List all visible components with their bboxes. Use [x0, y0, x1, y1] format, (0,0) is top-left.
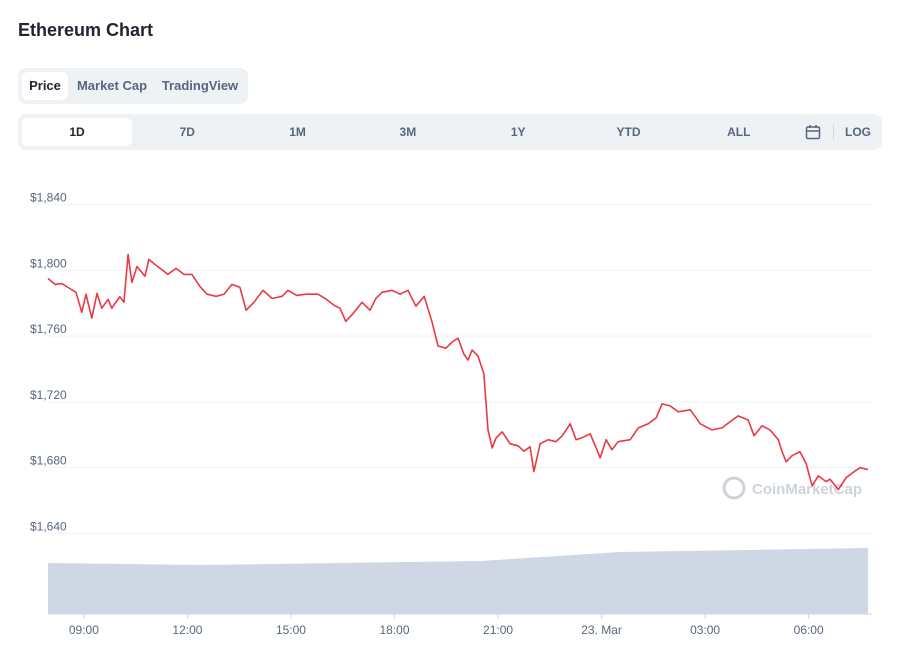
x-tick-label: 21:00	[483, 623, 513, 637]
x-tick-label: 18:00	[379, 623, 409, 637]
range-bar: 1D 7D 1M 3M 1Y YTD ALL LOG	[18, 114, 882, 150]
tab[interactable]: TradingView	[161, 78, 239, 93]
y-tick-label: $1,720	[30, 388, 67, 402]
tab[interactable]: Price	[22, 72, 68, 100]
range-button[interactable]: 1M	[289, 125, 306, 139]
separator	[833, 124, 834, 140]
x-tick-label: 23. Mar	[581, 623, 622, 637]
watermark-text: CoinMarketCap	[752, 481, 862, 498]
log-button[interactable]: LOG	[845, 125, 871, 139]
range-button[interactable]: YTD	[616, 125, 641, 139]
y-tick-label: $1,680	[30, 454, 67, 468]
y-tick-label: $1,640	[30, 519, 67, 533]
range-button[interactable]: 3M	[399, 125, 417, 139]
x-tick-label: 06:00	[794, 623, 824, 637]
tab-group: Price Market Cap TradingView	[18, 68, 248, 104]
y-tick-label: $1,800	[30, 256, 67, 270]
range-button[interactable]: 1Y	[510, 125, 526, 139]
page-title: Ethereum Chart	[18, 20, 154, 40]
price-line	[47, 253, 869, 491]
range-button[interactable]: 7D	[179, 125, 195, 139]
tab[interactable]: Market Cap	[76, 78, 148, 93]
y-tick-label: $1,840	[30, 191, 67, 205]
x-tick-label: 03:00	[690, 623, 720, 637]
calendar-icon[interactable]	[805, 124, 821, 140]
range-button[interactable]: ALL	[727, 125, 751, 139]
watermark: CoinMarketCap	[722, 476, 862, 500]
x-tick-label: 09:00	[69, 623, 99, 637]
x-tick-label: 15:00	[276, 623, 306, 637]
y-tick-label: $1,760	[30, 322, 67, 336]
range-button[interactable]: 1D	[22, 118, 132, 146]
volume-area	[48, 548, 868, 614]
x-tick-label: 12:00	[172, 623, 202, 637]
